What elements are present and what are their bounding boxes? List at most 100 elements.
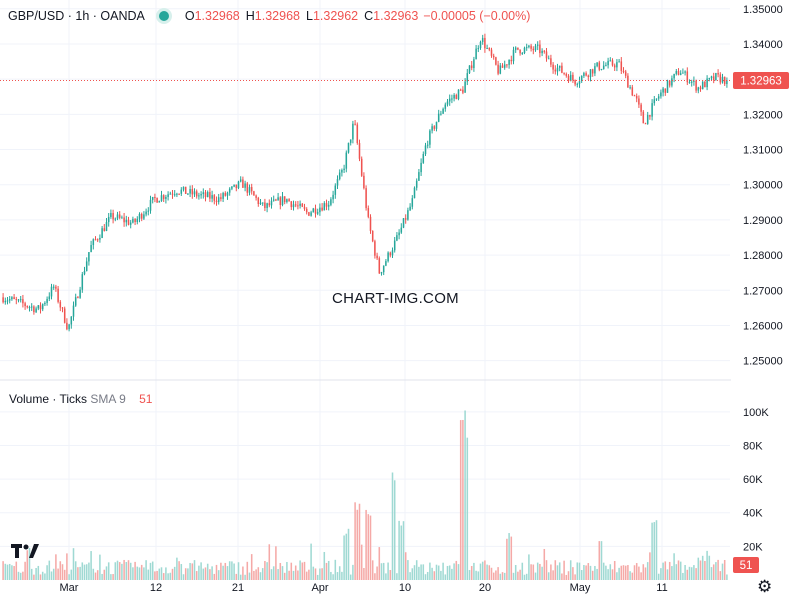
- close-value: 1.32963: [373, 9, 419, 23]
- volume-bar: [468, 570, 471, 580]
- volume-bar: [39, 574, 42, 580]
- volume-bar: [646, 562, 649, 580]
- candle-body: [50, 286, 53, 297]
- volume-bar: [213, 573, 216, 580]
- candle-body: [466, 73, 469, 82]
- volume-bar: [682, 572, 684, 580]
- volume-bar: [176, 557, 178, 580]
- candle-body: [4, 300, 7, 303]
- volume-bar: [479, 563, 482, 580]
- volume-bar: [523, 574, 526, 580]
- candle-body: [81, 274, 84, 290]
- volume-bar: [167, 573, 169, 580]
- candle-body: [686, 71, 689, 83]
- volume-bar: [435, 564, 438, 580]
- candle-body: [567, 75, 570, 82]
- volume-bar: [299, 560, 301, 580]
- volume-bar: [451, 568, 453, 580]
- volume-bar: [605, 565, 607, 580]
- candle-body: [552, 64, 554, 70]
- volume-bar: [294, 565, 297, 580]
- volume-title[interactable]: Volume: [9, 392, 50, 406]
- candle-body: [138, 213, 141, 219]
- candle-body: [624, 71, 627, 76]
- candle-body: [407, 210, 409, 220]
- volume-bar: [400, 525, 403, 580]
- candle-body: [561, 65, 563, 73]
- candle-body: [664, 88, 667, 93]
- volume-bar: [114, 562, 117, 580]
- volume-bar: [492, 572, 495, 580]
- candle-body: [59, 301, 62, 308]
- candle-body: [26, 306, 29, 308]
- volume-bar: [215, 564, 218, 580]
- volume-bar: [574, 574, 576, 580]
- volume-bar: [264, 560, 266, 580]
- volume-bar: [231, 561, 233, 580]
- candle-body: [325, 203, 328, 207]
- volume-bar: [158, 568, 161, 580]
- volume-bar: [248, 572, 251, 580]
- candle-body: [125, 219, 128, 223]
- price-axis[interactable]: 1.350001.340001.330001.320001.310001.300…: [743, 4, 783, 368]
- volume-bar: [693, 565, 695, 580]
- candle-body: [22, 299, 24, 304]
- symbol-title[interactable]: GBP/USD · 1h · OANDA: [8, 9, 145, 23]
- candle-body: [360, 158, 363, 176]
- volume-axis[interactable]: 100K 80K 60K 40K 20K: [743, 407, 769, 554]
- volume-bar: [347, 528, 350, 580]
- sma-label: SMA 9: [90, 392, 126, 406]
- candle-body: [255, 195, 257, 198]
- candle-body: [156, 198, 158, 203]
- candle-body: [178, 193, 180, 195]
- candle-body: [426, 144, 429, 146]
- volume-bar: [11, 565, 13, 580]
- volume-bar: [143, 567, 145, 580]
- time-axis[interactable]: Mar 12 21 Apr 10 20 May 11: [60, 582, 668, 594]
- candle-body: [418, 172, 420, 181]
- tradingview-logo[interactable]: [10, 540, 40, 562]
- volume-bar: [365, 509, 367, 580]
- market-status-icon: [158, 11, 169, 21]
- volume-bar: [490, 567, 493, 580]
- candle-body: [209, 192, 211, 199]
- price-tick-label: 1.28000: [743, 250, 783, 262]
- volume-bar: [382, 562, 385, 580]
- volume-bar: [679, 561, 682, 580]
- candle-body: [217, 197, 220, 203]
- gear-icon[interactable]: ⚙: [757, 577, 773, 596]
- volume-bar: [477, 571, 480, 580]
- candle-body: [710, 76, 713, 79]
- volume-bar: [723, 559, 726, 580]
- candle-body: [334, 185, 337, 195]
- candle-body: [666, 80, 669, 93]
- candle-body: [481, 37, 484, 42]
- volume-bar: [358, 503, 361, 580]
- candle-body: [198, 195, 200, 197]
- candle-body: [288, 199, 290, 202]
- volume-bar: [37, 565, 40, 580]
- candle-body: [547, 58, 550, 60]
- volume-bar: [411, 568, 414, 580]
- volume-bar: [147, 569, 150, 580]
- candle-body: [147, 210, 150, 212]
- volume-bar: [697, 557, 700, 580]
- candle-body: [451, 98, 453, 100]
- volume-bar: [356, 509, 359, 580]
- volume-bar: [211, 566, 213, 580]
- time-tick-label: 12: [150, 582, 162, 594]
- candle-body: [55, 286, 57, 289]
- volume-bar: [68, 574, 70, 580]
- volume-bar: [200, 562, 202, 580]
- candle-body: [514, 47, 517, 50]
- candle-body: [642, 111, 645, 124]
- price-tick-label: 1.32000: [743, 109, 783, 121]
- candle-body: [717, 73, 719, 75]
- candle-body: [541, 50, 543, 54]
- volume-bar: [642, 564, 645, 580]
- volume-bar: [600, 541, 603, 580]
- low-label: L: [305, 9, 313, 23]
- candle-body: [349, 139, 352, 143]
- candle-body: [607, 60, 609, 66]
